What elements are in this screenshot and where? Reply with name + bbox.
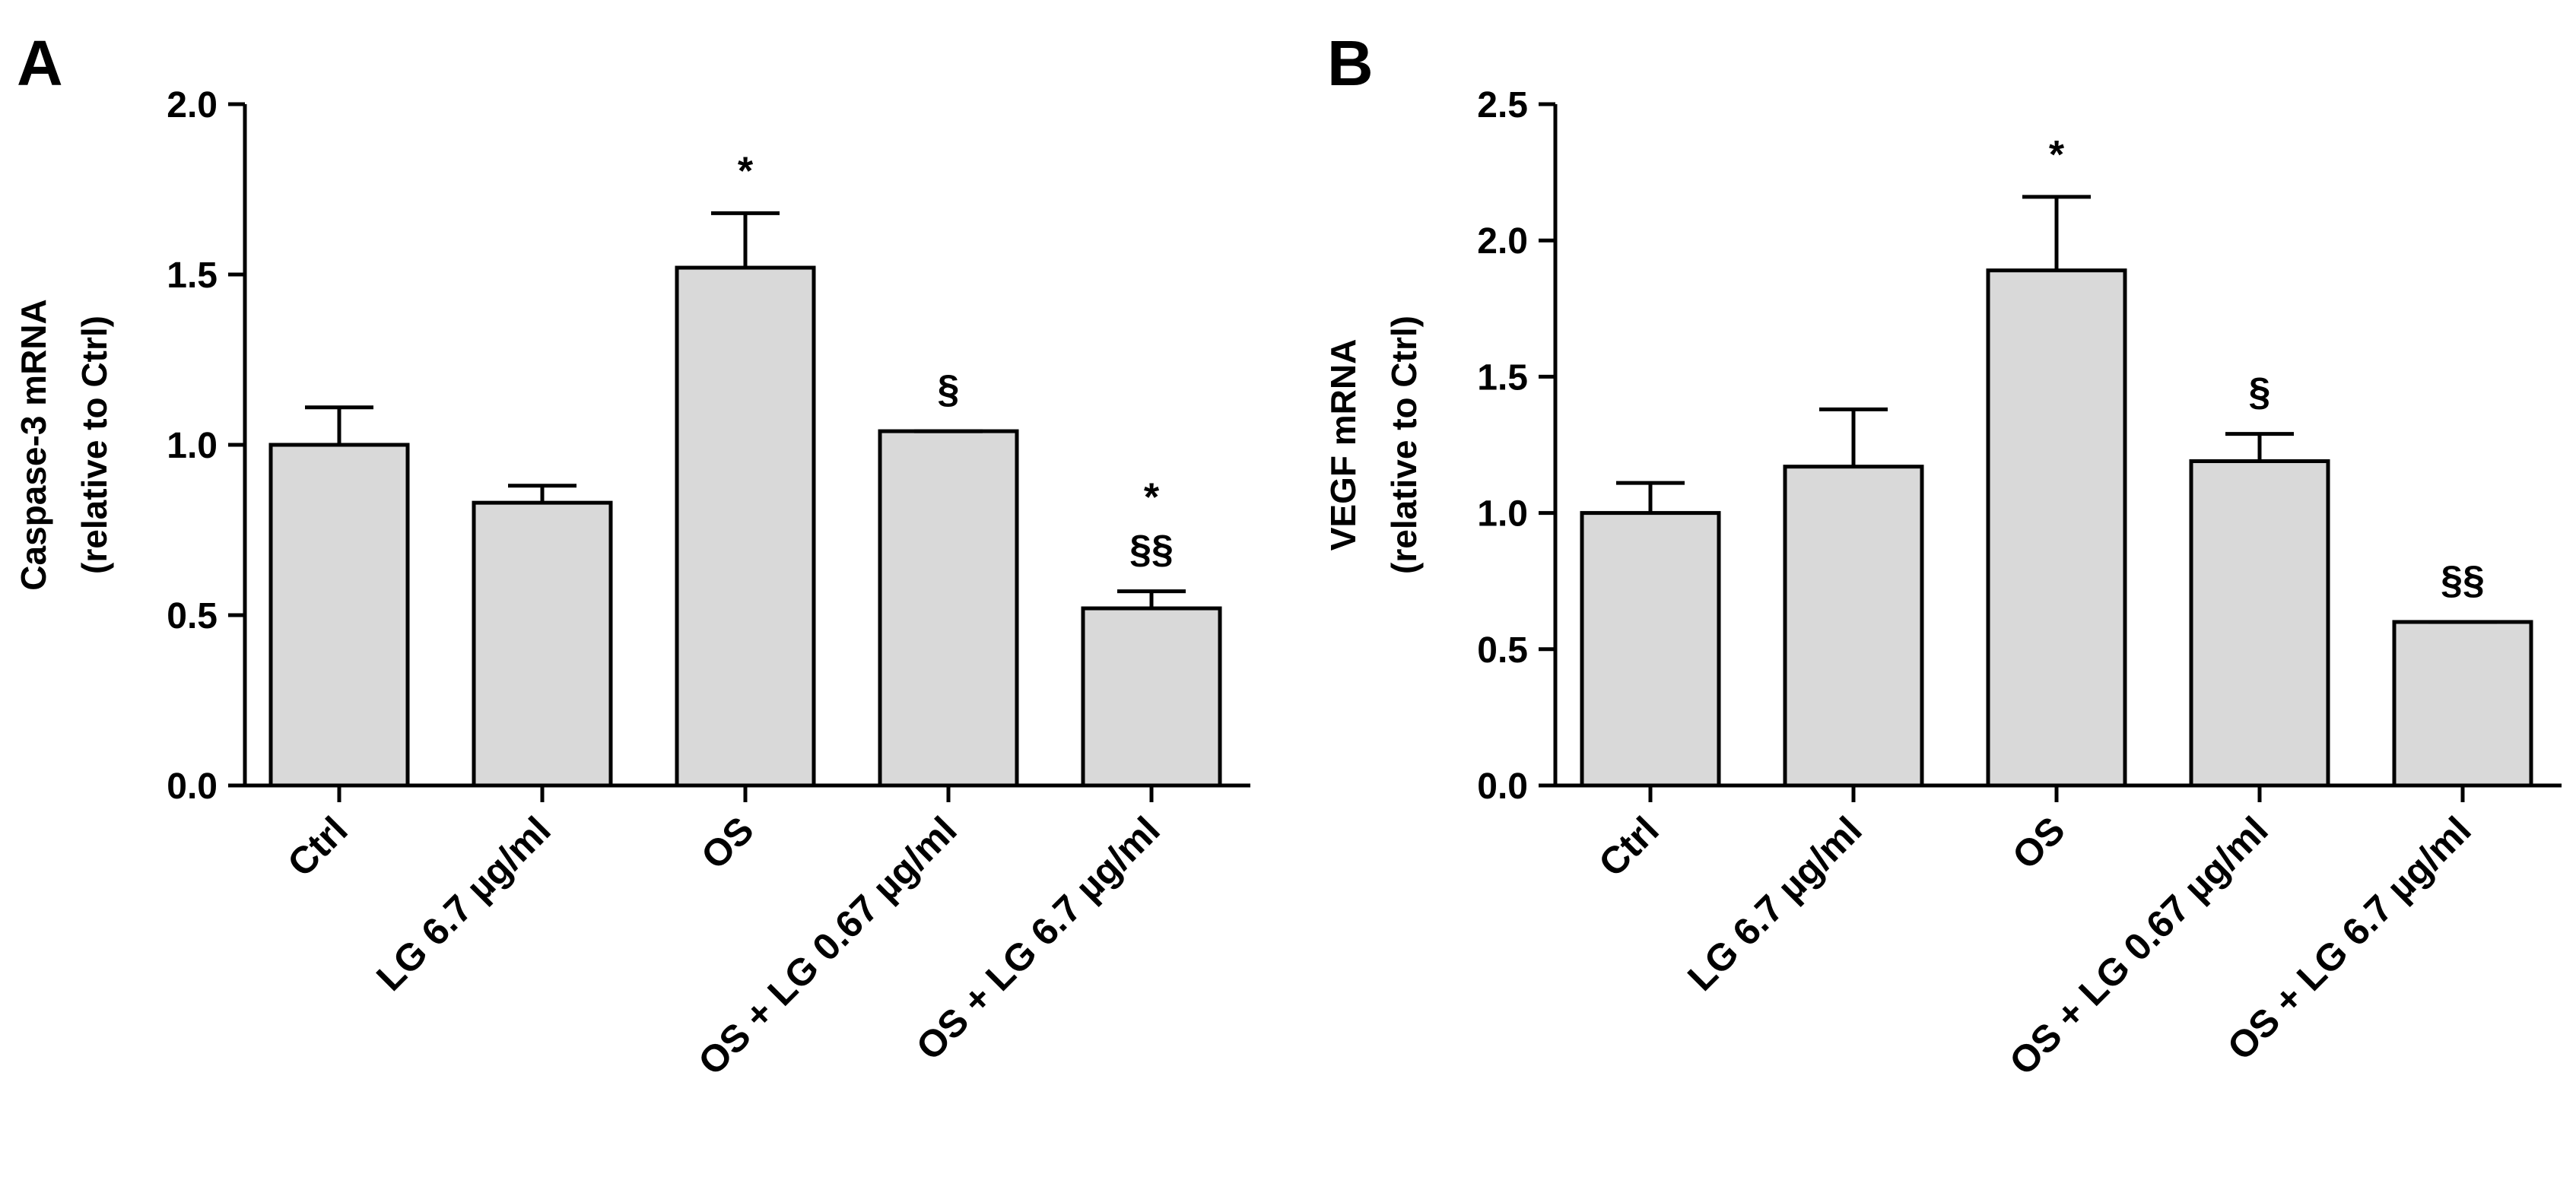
panel-a-category-label: Ctrl [279,808,355,884]
panel-a-y-tick-label: 1.5 [167,255,218,296]
panel-b-bar [1986,268,2127,788]
panel-b-significance-label: § [2249,370,2271,414]
panel-a-y-axis-title-line-2: (relative to Ctrl) [75,316,114,574]
panel-b-bar [2189,459,2330,788]
panel-b-y-axis-title-line-2: (relative to Ctrl) [1384,316,1424,574]
panel-b-y-tick-label: 2.5 [1477,85,1528,125]
panel-b-y-tick-label: 0.0 [1477,766,1528,807]
panel-b-y-axis-title-line-1: VEGF mRNA [1323,339,1363,551]
panel-b-y-tick-label: 1.5 [1477,357,1528,398]
panel-a-y-tick-label: 1.0 [167,426,218,466]
panel-a-y-tick-label: 0.0 [167,766,218,807]
panel-b-category-label: LG 6.7 µg/ml [1679,808,1870,999]
panel-b-bar [1783,465,1924,788]
panel-a-category-label: OS [693,808,762,877]
panel-a-significance-label: § [938,367,960,411]
panel-a-letter: A [17,27,63,99]
panel-a-y-tick-label: 0.5 [167,596,218,636]
panel-a-significance-label: * [738,149,754,193]
panel-b-y-tick-label: 0.5 [1477,630,1528,671]
panel-a-bar [878,429,1019,788]
panel-b-bar [2392,620,2533,788]
panel-a-significance-label: * [1144,476,1160,520]
panel-b-bar [1580,511,1721,788]
panel-b-significance-label: * [2049,133,2065,177]
panel-a-category-label: LG 6.7 µg/ml [368,808,559,999]
panel-a-bar [1081,606,1222,788]
panel-a-caspase3-chart: A Caspase-3 mRNA (relative to Ctrl) 0.0 0.5 1… [14,27,1250,1084]
panel-b-y-tick-label: 1.0 [1477,494,1528,535]
panel-b-significance-label: §§ [2441,558,2485,602]
panel-b-category-label: OS [2004,808,2073,877]
panel-a-bar [675,265,816,788]
panel-a-bar [472,500,613,788]
panel-a-bar [268,443,410,788]
panel-a-y-axis-title-line-1: Caspase-3 mRNA [14,299,53,590]
panel-a-y-tick-label: 2.0 [167,85,218,125]
panel-b-category-label: Ctrl [1590,808,1666,884]
panel-b-y-tick-label: 2.0 [1477,221,1528,262]
panel-a-significance-label: §§ [1129,528,1174,572]
panel-b-vegf-chart: B VEGF mRNA (relative to Ctrl) 0.0 0.5 1.0 1.5… [1323,27,2562,1084]
panel-b-letter: B [1327,27,1374,99]
